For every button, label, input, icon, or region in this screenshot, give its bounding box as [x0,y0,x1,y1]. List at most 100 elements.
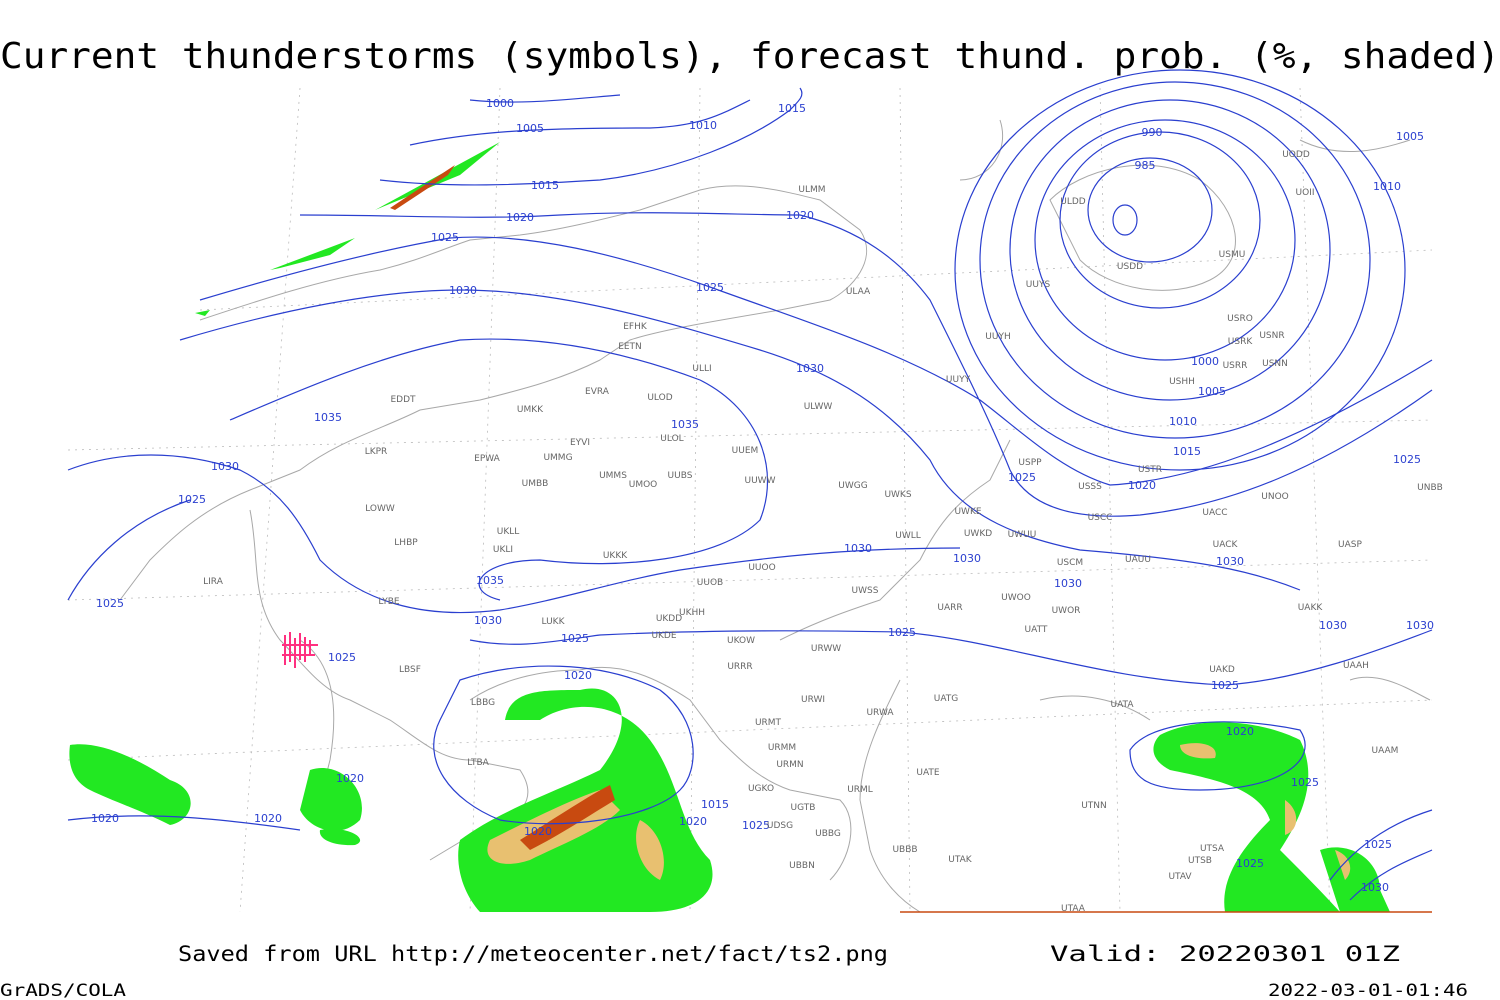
station-code: UWOO [1001,593,1031,603]
isobar-label: 1020 [506,211,534,224]
station-code: ULDD [1060,197,1086,207]
station-code: UKDE [651,631,676,641]
isobar-label: 1010 [689,119,717,132]
station-code: UUBS [668,471,693,481]
isobar-label: 1025 [1008,471,1036,484]
station-code: UWSS [852,586,879,596]
isobar-label: 1030 [796,362,824,375]
station-code: UKHH [679,608,705,618]
isobar-label: 1010 [1169,415,1197,428]
isobar-label: 1020 [336,772,364,785]
station-code: URML [847,785,873,795]
station-code: UAAM [1372,746,1399,756]
station-code: UNBB [1417,483,1443,493]
station-code: UGKO [748,784,774,794]
station-code: UKDD [656,614,682,624]
isobar-label: 1030 [474,614,502,627]
station-code: UATE [916,768,940,778]
isobar-label: 1010 [1373,180,1401,193]
isobar-label: 1000 [1191,355,1219,368]
isobar-label: 1035 [314,411,342,424]
station-code: USNN [1262,359,1288,369]
isobar-label: 1020 [1128,479,1156,492]
station-code: LIRA [203,577,224,587]
isobar-label: 1015 [701,798,729,811]
station-code: UDSG [767,821,793,831]
station-code: UAKK [1298,603,1324,613]
station-code: EYVI [570,438,590,448]
station-code: UARR [937,603,962,613]
station-code: URWA [866,708,894,718]
station-code: UUEM [732,446,759,456]
station-code: UKOW [727,636,755,646]
isobar-label: 1000 [486,97,514,110]
isobar-label: 1025 [96,597,124,610]
isobar-label: 990 [1142,126,1163,139]
station-code: UBBN [789,861,815,871]
station-code: ULOD [647,393,672,403]
station-code: UTAV [1168,872,1192,882]
station-code: UBBB [892,845,917,855]
station-code: EVRA [585,387,610,397]
station-code: UATG [934,694,959,704]
isobar-label: 1025 [561,632,589,645]
thunderstorm-symbols [282,632,318,668]
graticule [67,87,1433,913]
isobar-label: 985 [1135,159,1156,172]
station-code: UWKE [954,507,981,517]
title: Current thunderstorms (symbols), forecas… [0,36,1500,77]
isobar-label: 1020 [1226,725,1254,738]
station-code: UUYS [1026,280,1051,290]
isobar-label: 1020 [786,209,814,222]
station-code: UTAK [948,855,973,865]
isobar-label: 1025 [1236,857,1264,870]
station-code: URMN [776,760,803,770]
station-code: LYBE [378,597,399,607]
map-layer [67,69,1433,913]
isobar-label: 1030 [844,542,872,555]
station-code: USRO [1227,314,1253,324]
station-code: LBSF [399,665,421,675]
station-code: UTSB [1188,856,1212,866]
station-code: LTBA [467,758,489,768]
station-code: UWLL [895,531,921,541]
station-code: LBBG [471,698,495,708]
isobar-label: 1025 [431,231,459,244]
station-code: UATA [1110,700,1134,710]
station-code: UACC [1202,508,1227,518]
station-code: USRK [1228,337,1254,347]
isobar-label: 1030 [1406,619,1434,632]
station-code: USSS [1078,482,1102,492]
station-code: UTNN [1081,801,1107,811]
station-code: ULMM [798,185,825,195]
isobar-label: 1020 [91,812,119,825]
thunderstorm-probability [69,142,1390,912]
station-code: UNOO [1261,492,1289,502]
isobar-label: 1030 [449,284,477,297]
station-code: UASP [1338,540,1362,550]
isobar-label: 1020 [679,815,707,828]
station-code: UWKS [884,490,911,500]
station-code: ULLI [692,364,711,374]
isobar-label: 1030 [211,460,239,473]
station-code: USCC [1088,513,1113,523]
station-code: EPWA [474,454,501,464]
station-code: UMMG [543,453,572,463]
station-code: UOII [1296,188,1315,198]
station-code: USTR [1138,465,1162,475]
station-code: URMT [755,718,782,728]
isobar-label: 1025 [1211,679,1239,692]
station-code: LOWW [365,504,395,514]
station-code: UWOR [1052,606,1081,616]
station-code: UAAH [1343,661,1369,671]
station-code: UKLL [497,527,520,537]
station-code: LUKK [542,617,566,627]
station-code: URRR [727,662,752,672]
isobar-label: 1020 [564,669,592,682]
isobar-label: 1005 [1198,385,1226,398]
valid-time: Valid: 20220301 01Z [1050,942,1400,966]
isobar-label: 1005 [1396,130,1424,143]
station-code: URWI [801,695,825,705]
